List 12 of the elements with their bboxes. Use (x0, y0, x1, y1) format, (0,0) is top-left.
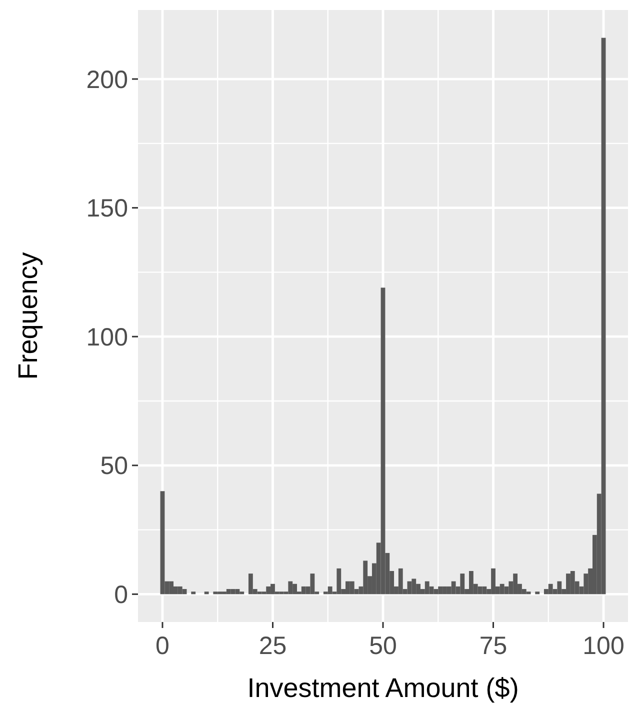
x-tick-label: 75 (479, 632, 508, 660)
x-tick-label: 0 (156, 632, 170, 660)
x-axis-title: Investment Amount ($) (247, 673, 519, 703)
x-tick-label: 100 (582, 632, 624, 660)
y-tick-label: 50 (100, 452, 128, 480)
x-tick-label: 25 (258, 632, 287, 660)
y-tick-label: 100 (86, 323, 128, 352)
y-axis-title: Frequency (13, 252, 43, 380)
y-tick-label: 150 (86, 194, 128, 223)
x-tick-label: 50 (369, 632, 397, 660)
y-tick-label: 0 (114, 580, 128, 609)
y-tick-label: 200 (86, 66, 128, 94)
